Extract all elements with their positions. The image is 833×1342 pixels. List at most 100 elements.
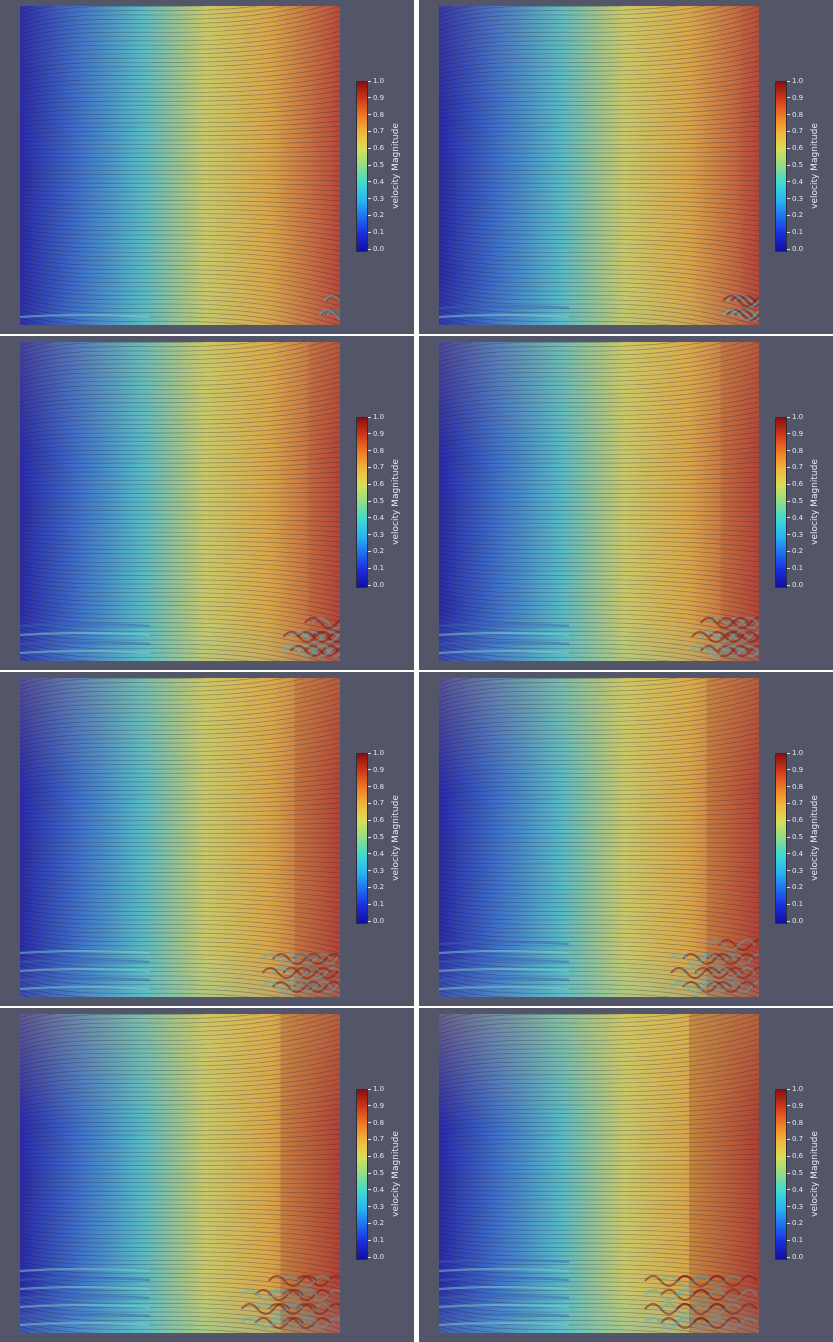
colorbar-tick-label: 0.0	[787, 1253, 803, 1261]
render-panel: 1.0 0.9 0.8 0.7 0.6 0.5 0.4 0.3 0.2 0.1 0.0 velocit…	[419, 0, 833, 334]
colorbar-tick-label: 0.1	[787, 564, 803, 572]
flow-plot	[439, 342, 759, 661]
colorbar-tick-label: 0.8	[368, 111, 384, 119]
colorbar-tick-label: 0.2	[787, 1219, 803, 1227]
render-panel: 1.0 0.9 0.8 0.7 0.6 0.5 0.4 0.3 0.2 0.1 0.0 velocit…	[419, 1008, 833, 1342]
colorbar-tick-label: 0.7	[368, 1135, 384, 1143]
colorbar-title: velocity Magnitude	[391, 1131, 401, 1217]
colorbar-tick-label: 0.6	[368, 1152, 384, 1160]
render-panel: 1.0 0.9 0.8 0.7 0.6 0.5 0.4 0.3 0.2 0.1 0.0 velocit…	[0, 336, 414, 670]
colorbar	[356, 753, 368, 924]
colorbar-tick-label: 0.9	[787, 1102, 803, 1110]
colorbar-tick-label: 0.2	[368, 883, 384, 891]
colorbar-tick-label: 0.1	[787, 1236, 803, 1244]
render-panel: 1.0 0.9 0.8 0.7 0.6 0.5 0.4 0.3 0.2 0.1 0.0 velocit…	[0, 1008, 414, 1342]
colorbar-tick-label: 0.2	[787, 883, 803, 891]
colorbar-tick-label: 0.0	[787, 245, 803, 253]
colorbar-tick-label: 0.1	[368, 564, 384, 572]
streamline-field	[439, 1014, 759, 1333]
colorbar-title: velocity Magnitude	[810, 123, 820, 209]
colorbar-tick-label: 0.5	[368, 497, 384, 505]
colorbar-title: velocity Magnitude	[391, 795, 401, 881]
colorbar	[356, 1089, 368, 1260]
streamline-field	[20, 678, 340, 997]
colorbar-tick-label: 0.4	[787, 514, 803, 522]
flow-plot	[439, 678, 759, 997]
colorbar-tick-label: 0.9	[787, 430, 803, 438]
colorbar-tick-label: 0.7	[368, 463, 384, 471]
colorbar-title: velocity Magnitude	[810, 1131, 820, 1217]
colorbar-tick-label: 0.5	[787, 1169, 803, 1177]
colorbar-tick-label: 0.8	[368, 447, 384, 455]
colorbar-tick-label: 0.4	[368, 1186, 384, 1194]
colorbar-tick-label: 0.7	[368, 799, 384, 807]
colorbar-tick-label: 0.8	[368, 1119, 384, 1127]
colorbar-tick-label: 0.1	[787, 900, 803, 908]
colorbar-tick-label: 0.1	[787, 228, 803, 236]
render-panel: 1.0 0.9 0.8 0.7 0.6 0.5 0.4 0.3 0.2 0.1 0.0 velocit…	[419, 672, 833, 1006]
colorbar	[775, 417, 787, 588]
colorbar-tick-label: 0.6	[368, 816, 384, 824]
colorbar-title: velocity Magnitude	[391, 459, 401, 545]
colorbar-tick-label: 0.6	[368, 144, 384, 152]
colorbar-tick-label: 1.0	[787, 749, 803, 757]
colorbar-tick-label: 0.7	[787, 463, 803, 471]
colorbar-title: velocity Magnitude	[810, 795, 820, 881]
colorbar	[775, 81, 787, 252]
render-panel: 1.0 0.9 0.8 0.7 0.6 0.5 0.4 0.3 0.2 0.1 0.0 velocit…	[0, 0, 414, 334]
colorbar-tick-label: 0.6	[787, 816, 803, 824]
colorbar-tick-label: 0.7	[787, 799, 803, 807]
render-panel: 1.0 0.9 0.8 0.7 0.6 0.5 0.4 0.3 0.2 0.1 0.0 velocit…	[0, 672, 414, 1006]
colorbar-tick-label: 0.4	[787, 850, 803, 858]
streamline-field	[439, 678, 759, 997]
colorbar-tick-label: 0.8	[368, 783, 384, 791]
colorbar-tick-label: 0.5	[787, 161, 803, 169]
colorbar-tick-label: 0.9	[368, 94, 384, 102]
colorbar-tick-label: 0.5	[368, 161, 384, 169]
streamline-field	[439, 342, 759, 661]
flow-plot	[20, 678, 340, 997]
colorbar-ticks: 1.0 0.9 0.8 0.7 0.6 0.5 0.4 0.3 0.2 0.1 0.0	[787, 77, 813, 253]
streamline-field	[20, 6, 340, 325]
colorbar-tick-label: 0.4	[787, 1186, 803, 1194]
colorbar-tick-label: 1.0	[787, 413, 803, 421]
streamline-field	[20, 342, 340, 661]
colorbar-tick-label: 0.8	[787, 1119, 803, 1127]
colorbar-tick-label: 0.5	[787, 833, 803, 841]
colorbar-tick-label: 0.7	[368, 127, 384, 135]
colorbar-title: velocity Magnitude	[810, 459, 820, 545]
colorbar-tick-label: 0.6	[787, 144, 803, 152]
colorbar-tick-label: 1.0	[368, 1085, 384, 1093]
colorbar-tick-label: 0.0	[787, 581, 803, 589]
colorbar-tick-label: 0.2	[368, 1219, 384, 1227]
colorbar-tick-label: 0.3	[368, 531, 384, 539]
colorbar-tick-label: 0.4	[787, 178, 803, 186]
flow-plot	[20, 342, 340, 661]
colorbar-ticks: 1.0 0.9 0.8 0.7 0.6 0.5 0.4 0.3 0.2 0.1 0.0	[787, 749, 813, 925]
colorbar-tick-label: 0.3	[787, 1203, 803, 1211]
colorbar	[356, 81, 368, 252]
colorbar-tick-label: 0.1	[368, 1236, 384, 1244]
colorbar-tick-label: 0.8	[787, 111, 803, 119]
colorbar-tick-label: 1.0	[368, 77, 384, 85]
colorbar-title: velocity Magnitude	[391, 123, 401, 209]
colorbar-tick-label: 0.8	[787, 783, 803, 791]
colorbar-tick-label: 0.9	[368, 430, 384, 438]
colorbar	[356, 417, 368, 588]
colorbar-ticks: 1.0 0.9 0.8 0.7 0.6 0.5 0.4 0.3 0.2 0.1 0.0	[787, 413, 813, 589]
colorbar-tick-label: 0.9	[368, 766, 384, 774]
colorbar-tick-label: 0.6	[787, 1152, 803, 1160]
colorbar-tick-label: 0.9	[787, 766, 803, 774]
flow-plot	[20, 1014, 340, 1333]
colorbar-tick-label: 0.3	[368, 1203, 384, 1211]
colorbar-tick-label: 0.1	[368, 900, 384, 908]
colorbar-tick-label: 0.3	[787, 867, 803, 875]
colorbar-tick-label: 0.5	[787, 497, 803, 505]
colorbar-ticks: 1.0 0.9 0.8 0.7 0.6 0.5 0.4 0.3 0.2 0.1 0.0	[368, 413, 394, 589]
colorbar-tick-label: 0.4	[368, 850, 384, 858]
colorbar-ticks: 1.0 0.9 0.8 0.7 0.6 0.5 0.4 0.3 0.2 0.1 0.0	[368, 77, 394, 253]
streamline-field	[439, 6, 759, 325]
colorbar-tick-label: 0.6	[368, 480, 384, 488]
flow-plot	[439, 6, 759, 325]
